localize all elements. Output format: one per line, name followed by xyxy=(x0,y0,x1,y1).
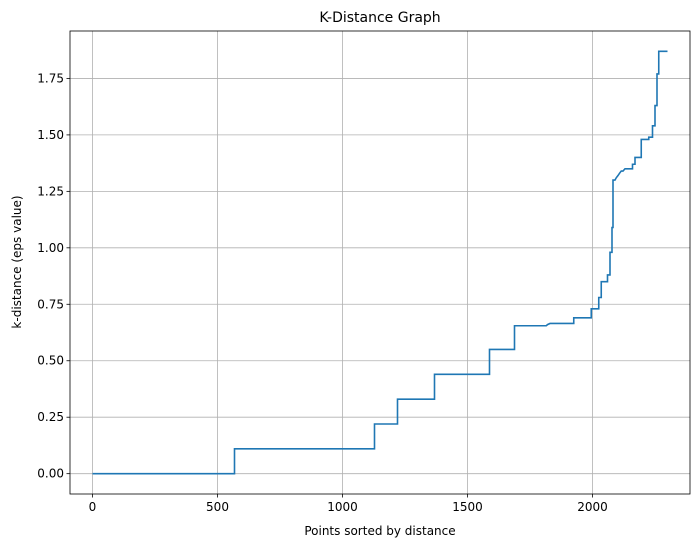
y-tick-label: 0.75 xyxy=(37,297,64,311)
y-tick-label: 0.50 xyxy=(37,354,64,368)
x-tick-label: 1000 xyxy=(327,500,358,514)
y-tick-label: 0.00 xyxy=(37,467,64,481)
x-axis-label: Points sorted by distance xyxy=(304,524,455,538)
x-tick-label: 0 xyxy=(89,500,97,514)
y-axis: 0.00 0.25 0.50 0.75 1.00 1.25 1.50 1.75 xyxy=(37,71,70,481)
x-tick-label: 500 xyxy=(206,500,229,514)
y-tick-label: 1.75 xyxy=(37,71,64,85)
x-axis: 0 500 1000 1500 2000 xyxy=(89,494,608,514)
plot-frame xyxy=(69,30,691,495)
y-axis-label: k-distance (eps value) xyxy=(10,195,24,328)
y-tick-label: 0.25 xyxy=(37,410,64,424)
chart-title: K-Distance Graph xyxy=(319,10,440,26)
series-line xyxy=(92,50,668,475)
x-tick-label: 1500 xyxy=(452,500,483,514)
x-tick-label: 2000 xyxy=(577,500,608,514)
y-tick-label: 1.50 xyxy=(37,128,64,142)
y-tick-label: 1.00 xyxy=(37,241,64,255)
y-tick-label: 1.25 xyxy=(37,184,64,198)
